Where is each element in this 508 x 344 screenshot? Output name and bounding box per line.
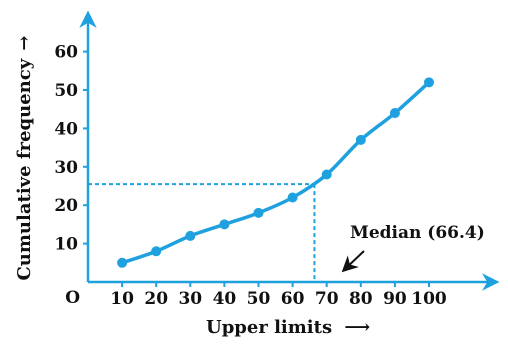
series-line xyxy=(120,80,431,265)
data-point xyxy=(117,257,128,268)
data-point xyxy=(151,246,162,257)
x-ticks: 10 20 30 40 50 60 70 80 90 100 xyxy=(110,282,447,309)
median-guides xyxy=(88,183,316,282)
data-point xyxy=(424,77,434,88)
ogive-curve xyxy=(120,80,431,265)
x-tick-label: 60 xyxy=(281,289,305,309)
y-tick-label: 50 xyxy=(54,81,78,101)
y-axis-title: Cumulative frequency → xyxy=(14,35,35,280)
x-tick-label: 90 xyxy=(383,289,407,309)
x-tick-label: 40 xyxy=(213,289,237,309)
data-point xyxy=(355,134,366,145)
series-points xyxy=(117,77,434,268)
y-tick-label: 10 xyxy=(54,235,78,255)
x-tick-label: 10 xyxy=(110,289,134,309)
y-tick-label: 30 xyxy=(54,158,78,178)
data-point xyxy=(185,230,196,241)
y-tick-label: 20 xyxy=(54,196,78,216)
svg-text:Cumulative frequency →: Cumulative frequency → xyxy=(14,35,35,280)
origin-label: O xyxy=(65,288,80,308)
y-axis-label: Cumulative frequency xyxy=(14,58,35,280)
x-tick-label: 70 xyxy=(315,289,339,309)
x-axis-label: Upper limits xyxy=(206,317,332,338)
x-tick-label: 50 xyxy=(247,289,271,309)
svg-text:Upper limits ⟶: Upper limits ⟶ xyxy=(206,317,370,338)
x-axis-title: Upper limits ⟶ xyxy=(206,317,370,338)
x-tick-label: 30 xyxy=(178,289,202,309)
data-point xyxy=(253,207,264,218)
y-ticks: 10 20 30 40 50 60 xyxy=(54,43,88,255)
median-annotation: Median (66.4) xyxy=(350,223,485,243)
x-tick-label: 20 xyxy=(144,289,168,309)
y-tick-label: 40 xyxy=(54,119,78,139)
y-axis-label-arrow: → xyxy=(14,35,35,50)
data-point xyxy=(219,219,230,230)
annotation: Median (66.4) xyxy=(341,223,485,273)
data-point xyxy=(287,192,298,203)
annotation-arrow xyxy=(341,250,365,273)
x-tick-label: 80 xyxy=(349,289,373,309)
x-tick-label: 100 xyxy=(411,289,447,309)
y-tick-label: 60 xyxy=(54,43,78,63)
data-point xyxy=(321,169,332,180)
data-point xyxy=(389,108,400,119)
x-axis-label-arrow: ⟶ xyxy=(344,317,370,338)
